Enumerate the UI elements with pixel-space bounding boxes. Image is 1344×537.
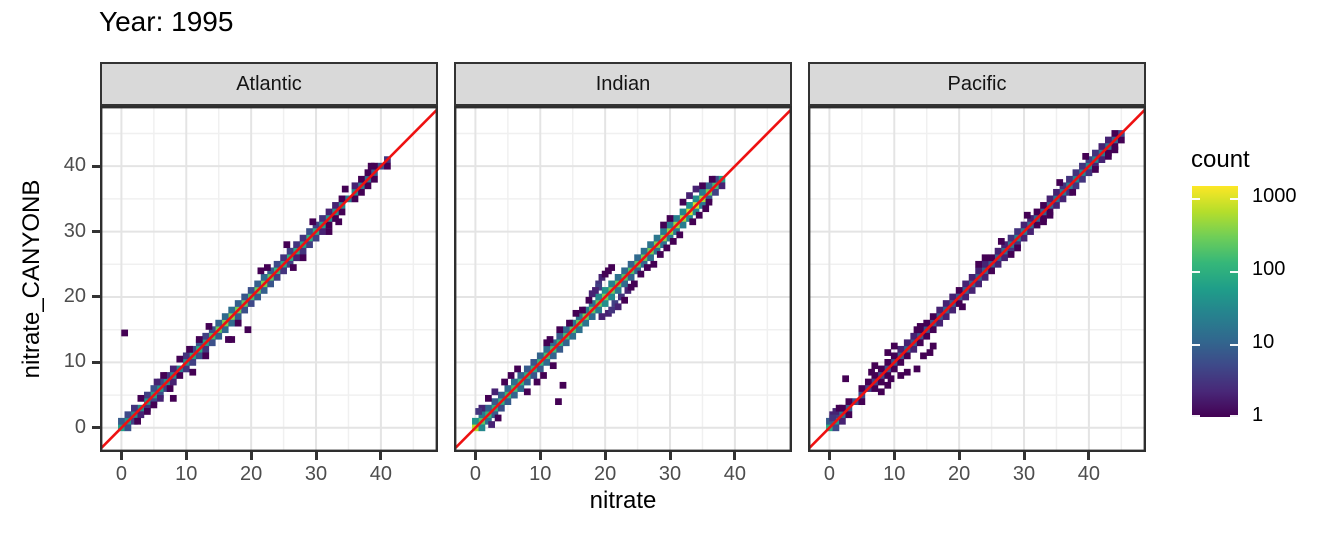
facet-panel-pacific [807, 106, 1147, 453]
x-tick-mark [184, 452, 188, 460]
colorbar-tick [1230, 415, 1238, 417]
x-tick-label: 0 [823, 463, 835, 485]
x-tick-mark [119, 452, 123, 460]
facet-plot-pacific [807, 106, 1147, 453]
x-tick-label: 10 [175, 463, 198, 485]
x-tick-mark [603, 452, 607, 460]
colorbar-tick [1230, 197, 1238, 200]
y-tick-mark [92, 164, 100, 168]
colorbar-tick [1230, 270, 1238, 273]
grid-major [808, 106, 1146, 452]
y-tick-mark [92, 230, 100, 234]
x-tick-mark [249, 452, 253, 460]
x-tick-label: 40 [1077, 463, 1101, 485]
x-tick-mark [668, 452, 672, 460]
colorbar-tick [1230, 343, 1238, 346]
x-tick-label: 40 [369, 463, 393, 485]
x-tick-label: 0 [115, 463, 127, 485]
y-tick-label: 30 [63, 219, 86, 242]
identity-line [99, 107, 439, 451]
x-tick-label: 40 [723, 463, 747, 485]
legend-colorbar [1192, 186, 1238, 417]
x-tick-mark [957, 452, 961, 460]
x-tick-mark [473, 452, 477, 460]
facet-strip-atlantic: Atlantic [100, 62, 438, 106]
legend-tick-label: 1 [1252, 404, 1264, 426]
x-tick-mark [538, 452, 542, 460]
facet-panel-indian [453, 106, 793, 453]
x-tick-label: 20 [594, 463, 617, 485]
legend-title: count [1191, 146, 1250, 173]
facet-strip-label: Pacific [947, 72, 1007, 95]
x-tick-mark [314, 452, 318, 460]
x-tick-mark [379, 452, 383, 460]
legend-tick-label: 100 [1252, 257, 1286, 280]
y-tick-mark [92, 360, 100, 364]
x-tick-mark [892, 452, 896, 460]
x-axis-title: nitrate [589, 487, 657, 514]
colorbar-tick [1192, 415, 1200, 417]
x-tick-label: 0 [469, 463, 481, 485]
y-tick-label: 20 [63, 284, 86, 307]
x-tick-mark [733, 452, 737, 460]
facet-plot-indian [453, 106, 793, 453]
y-tick-label: 10 [63, 350, 86, 373]
x-tick-mark [1087, 452, 1091, 460]
y-tick-label: 0 [74, 415, 86, 438]
x-tick-mark [1022, 452, 1026, 460]
facet-strip-indian: Indian [454, 62, 792, 106]
panel-border [808, 106, 1147, 453]
y-tick-mark [92, 295, 100, 299]
y-tick-label: 40 [63, 154, 86, 177]
panel-border [454, 106, 793, 453]
panel-border [100, 106, 439, 453]
facet-panel-atlantic [99, 106, 439, 453]
plot-title: Year: 1995 [99, 6, 234, 37]
y-tick-mark [92, 426, 100, 430]
x-tick-label: 30 [658, 463, 682, 485]
identity-line [453, 107, 793, 451]
colorbar-tick [1192, 197, 1200, 200]
x-tick-label: 10 [883, 463, 906, 485]
x-tick-label: 10 [529, 463, 552, 485]
facet-strip-pacific: Pacific [808, 62, 1146, 106]
legend-tick-label: 10 [1252, 330, 1275, 353]
colorbar-tick [1192, 270, 1200, 273]
x-tick-mark [827, 452, 831, 460]
facet-strip-label: Indian [595, 72, 651, 95]
identity-line [807, 107, 1147, 451]
x-tick-label: 20 [948, 463, 971, 485]
colorbar-tick [1192, 343, 1200, 346]
facet-plot-atlantic [99, 106, 439, 453]
x-tick-label: 20 [240, 463, 263, 485]
x-tick-label: 30 [304, 463, 328, 485]
legend-tick-label: 1000 [1252, 184, 1297, 207]
facet-strip-label: Atlantic [236, 72, 302, 95]
x-tick-label: 30 [1012, 463, 1036, 485]
